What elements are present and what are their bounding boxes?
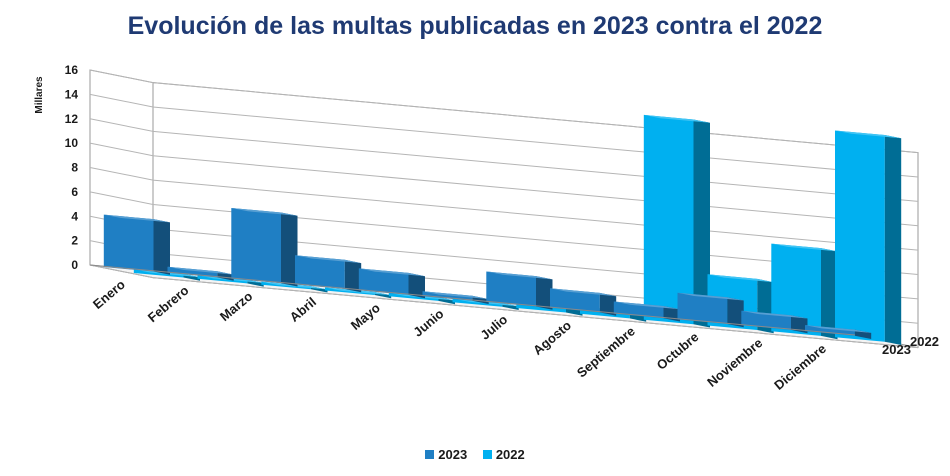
x-axis-line: [89, 264, 856, 336]
bar-2022-septiembre: [643, 114, 710, 328]
bar-front: [550, 288, 600, 313]
legend-label-2022: 2022: [495, 446, 525, 462]
bar-side: [281, 212, 298, 287]
y-tick-label: 10: [65, 136, 79, 150]
y-tick-label: 4: [71, 209, 78, 223]
depth-label-2023: 2023: [882, 342, 911, 357]
x-tick-label-febrero: Febrero: [145, 283, 192, 326]
bar-front: [295, 255, 345, 289]
bar-side: [408, 272, 425, 299]
y-tick-label: 6: [71, 185, 78, 199]
bar-front: [805, 325, 855, 336]
bar-2023-agosto: [550, 288, 617, 316]
bar-top: [167, 266, 234, 275]
bar-2023-noviembre: [741, 310, 808, 334]
chart-title: Evolución de las multas publicadas en 20…: [127, 12, 823, 40]
legend-item-2023: 2023: [425, 446, 467, 462]
bar-2023-enero: [103, 214, 170, 275]
bar-top: [707, 274, 774, 283]
y-tick-label: 16: [65, 63, 79, 77]
x-tick-label-junio: Junio: [410, 306, 446, 340]
bar-top: [835, 130, 902, 139]
bar-side: [344, 259, 362, 293]
bar-side: [821, 248, 838, 340]
legend-swatch-2022: [482, 449, 492, 459]
bar-front: [771, 243, 821, 336]
bar-front: [103, 214, 154, 272]
y-tick-label: 2: [71, 234, 78, 248]
bar-front: [677, 292, 728, 324]
bar-top: [550, 288, 617, 297]
bar-top: [771, 243, 838, 252]
bar-front: [231, 208, 281, 284]
bar-2023-diciembre: [805, 325, 872, 339]
legend-item-2022: 2022: [482, 446, 525, 462]
x-tick-label-diciembre: Diciembre: [771, 341, 829, 393]
bar-side: [536, 276, 553, 310]
bar-2023-febrero: [167, 266, 234, 281]
bar-side: [854, 329, 872, 339]
x-tick-label-septiembre: Septiembre: [574, 323, 638, 380]
bar-front: [358, 268, 409, 295]
bar-2023-abril: [295, 255, 362, 293]
bar-side: [727, 297, 744, 328]
x-tick-label-noviembre: Noviembre: [704, 335, 765, 390]
bar-2023-marzo: [231, 208, 298, 287]
bar-top: [422, 291, 489, 300]
bar-front: [835, 130, 885, 342]
x-tick-label-octubre: Octubre: [654, 329, 702, 373]
y-tick-label: 8: [71, 161, 78, 175]
bar-side: [599, 292, 617, 316]
bar-front: [643, 114, 694, 325]
x-tick-label-agosto: Agosto: [530, 318, 574, 358]
bar-side: [884, 135, 902, 345]
bar-top: [677, 292, 744, 301]
y-tick-label: 12: [65, 112, 79, 126]
bar-side: [153, 219, 170, 275]
bar-front: [486, 271, 536, 307]
gridline: [89, 264, 919, 349]
bar-top: [486, 271, 553, 280]
legend: 2023 2022: [0, 445, 950, 462]
bar-top: [805, 325, 872, 333]
bar-side: [217, 271, 234, 281]
bar-top: [103, 214, 170, 223]
x-tick-label-marzo: Marzo: [217, 288, 255, 324]
y-tick-label: 0: [71, 258, 78, 272]
bar-top: [643, 114, 710, 123]
x-tick-label-abril: Abril: [287, 294, 319, 325]
bar-top: [231, 208, 298, 216]
x-tick-label-julio: Julio: [477, 312, 510, 343]
bar-side: [693, 119, 710, 328]
depth-label-2022: 2022: [910, 334, 939, 349]
bar-2023-mayo: [358, 268, 425, 299]
bar-front: [167, 266, 218, 278]
legend-swatch-2023: [425, 449, 435, 459]
y-tick-label: 14: [65, 87, 79, 101]
bar-2023-julio: [486, 271, 553, 310]
bar-2022-diciembre: [835, 130, 902, 345]
bar-side: [791, 315, 808, 334]
legend-label-2023: 2023: [438, 446, 468, 462]
bar-2022-noviembre: [771, 243, 838, 340]
bar-top: [741, 310, 808, 319]
bar-2023-octubre: [677, 292, 744, 328]
bar-top: [358, 268, 425, 277]
bar-top: [613, 301, 680, 310]
x-tick-label-mayo: Mayo: [348, 300, 383, 333]
x-tick-label-enero: Enero: [90, 277, 128, 312]
bar-top: [295, 255, 362, 264]
y-axis-label: Millares: [34, 76, 45, 114]
